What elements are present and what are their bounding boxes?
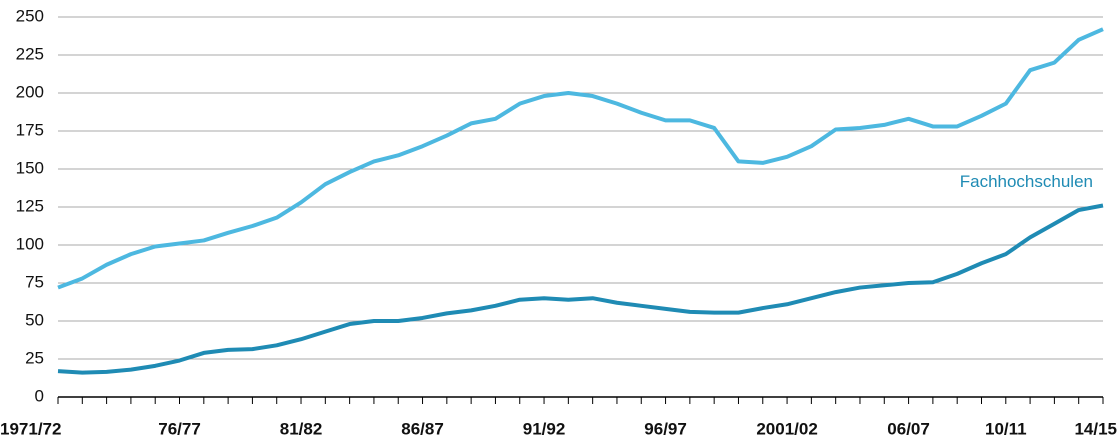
y-tick-label: 175	[16, 120, 44, 139]
x-tick-label: 10/11	[985, 419, 1027, 438]
y-tick-label: 150	[16, 158, 44, 177]
y-tick-label: 200	[16, 82, 44, 101]
y-tick-label: 125	[16, 196, 44, 215]
line	[57, 203, 1104, 375]
line	[57, 27, 1104, 290]
y-tick-label: 75	[25, 272, 44, 291]
x-tick-label: 91/92	[523, 419, 566, 438]
y-tick-label: 0	[35, 386, 44, 405]
x-tick-label: 06/07	[887, 419, 930, 438]
y-tick-label: 100	[16, 234, 44, 253]
x-tick-label: 2001/02	[756, 419, 817, 438]
series-label: Fachhochschulen	[960, 172, 1093, 191]
x-tick-label: 81/82	[280, 419, 323, 438]
y-tick-label: 25	[25, 348, 44, 367]
x-tick-label: 86/87	[401, 419, 444, 438]
y-tick-label: 250	[16, 6, 44, 25]
x-tick-label: 76/77	[158, 419, 201, 438]
y-tick-label: 225	[16, 44, 44, 63]
x-tick-label: 14/15	[1074, 419, 1117, 438]
y-tick-label: 50	[25, 310, 44, 329]
x-tick-label: 96/97	[644, 419, 687, 438]
x-tick-label: 1971/72	[0, 419, 61, 438]
